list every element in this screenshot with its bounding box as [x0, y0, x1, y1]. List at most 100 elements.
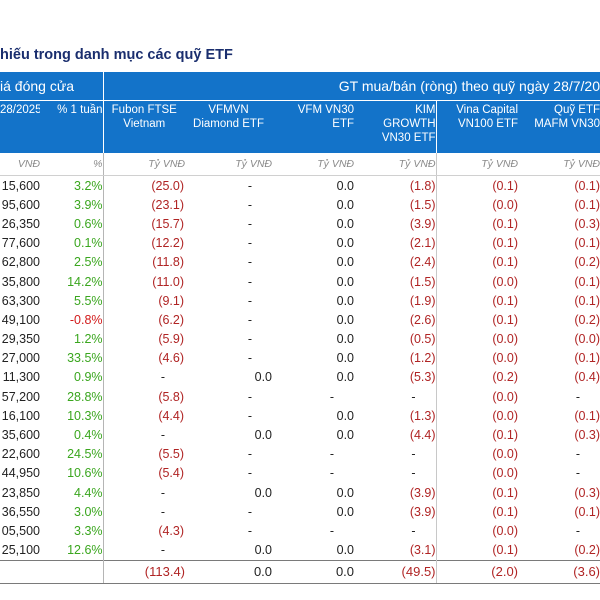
total-cell: (113.4)	[103, 559, 186, 584]
closing-price-group-label: iá đóng cửa	[0, 72, 104, 101]
table-cell: (0.1)	[492, 428, 519, 443]
table-row: 22,600 24.5% (5.5) - - - (0.0) -	[0, 444, 600, 464]
table-cell: (4.4)	[354, 425, 437, 445]
table-cell: 33.5%	[40, 348, 104, 368]
table-cell: 29,350	[1, 332, 40, 347]
table-cell: 0.0	[254, 370, 273, 385]
table-cell: 0.0	[336, 408, 355, 423]
column-header-line: Diamond ETF	[193, 118, 264, 130]
column-header-line: VFMVN	[208, 104, 249, 116]
table-cell: 0.0	[336, 543, 355, 558]
column-header: Quỹ ETF MAFM VN30	[518, 100, 600, 153]
table-row: 29,350 1.2% (5.9) - 0.0 (0.5) (0.0) (0.0)	[0, 329, 600, 349]
column-header: Vina Capital VN100 ETF	[436, 100, 519, 153]
table-cell: 11,300	[2, 370, 40, 385]
table-cell: -	[247, 332, 253, 347]
table-row: 11,300 0.9% -0.0 0.0 (5.3) (0.2) (0.4)	[0, 367, 600, 388]
table-cell: (9.1)	[158, 293, 185, 308]
table-cell: (2.1)	[354, 233, 437, 253]
table-cell: -	[575, 447, 581, 462]
unit-label: Tỷ VNĐ	[272, 153, 355, 176]
table-cell: 0.0	[336, 332, 355, 347]
table-row: 77,600 0.1% (12.2) - 0.0 (2.1) (0.1) (0.1)	[0, 233, 600, 253]
table-cell: 36,550	[1, 504, 40, 519]
column-header-line: Quỹ ETF	[554, 104, 600, 116]
table-row: 05,500 3.3% (4.3) - - - (0.0) -	[0, 521, 600, 541]
table-cell: 0.0	[254, 485, 273, 500]
table-cell: 10.3%	[40, 406, 104, 426]
table-cell: -	[247, 466, 253, 481]
table-cell: (0.1)	[492, 178, 519, 193]
table-row: 15,600 3.2% (25.0) - 0.0 (1.8) (0.1) (0.1)	[0, 175, 600, 196]
table-row: 62,800 2.5% (11.8) - 0.0 (2.4) (0.1) (0.2)	[0, 252, 600, 272]
table-cell: 14.2%	[40, 271, 104, 292]
column-header-line: GROWTH	[383, 118, 436, 130]
column-header-line: Vietnam	[123, 118, 166, 130]
table-cell: (5.9)	[158, 332, 185, 347]
table-cell: (0.1)	[574, 178, 600, 193]
table-cell: (4.3)	[158, 523, 185, 538]
table-cell: 4.4%	[40, 483, 104, 503]
table-cell: 10.6%	[40, 463, 104, 483]
table-cell: (5.8)	[158, 389, 185, 404]
table-row: 57,200 28.8% (5.8) - - - (0.0) -	[0, 387, 600, 407]
table-cell: 0.4%	[40, 425, 104, 445]
column-header-row: 28/2025 % 1 tuần Fubon FTSE Vietnam VFMVN Dia…	[0, 100, 600, 153]
table-cell: -	[247, 178, 253, 193]
total-cell: 0.0	[272, 559, 355, 584]
table-cell: (1.8)	[354, 175, 437, 196]
table-row: 26,350 0.6% (15.7) - 0.0 (3.9) (0.1) (0.3)	[0, 214, 600, 234]
column-header: 28/2025	[0, 100, 40, 153]
table-row: 16,100 10.3% (4.4) - 0.0 (1.3) (0.0) (0.1)	[0, 406, 600, 426]
table-cell: (1.5)	[354, 271, 437, 292]
table-cell: 0.0	[336, 293, 355, 308]
table-cell: (11.8)	[152, 255, 185, 270]
column-header: % 1 tuần	[40, 100, 104, 153]
column-header: KIM GROWTH VN30 ETF	[354, 100, 437, 153]
table-cell: 3.3%	[40, 521, 104, 541]
table-cell: (23.1)	[151, 197, 185, 212]
table-cell: 0.0	[336, 255, 355, 270]
table-cell: (1.2)	[354, 348, 437, 368]
table-cell: (0.1)	[492, 255, 519, 270]
column-header-line: ETF	[332, 118, 355, 130]
table-cell: (0.2)	[574, 312, 600, 327]
table-cell: -	[247, 236, 253, 251]
table-cell: 3.9%	[40, 195, 104, 215]
table-cell: (0.3)	[574, 485, 600, 500]
table-cell: 15,600	[1, 178, 40, 193]
table-cell: (0.0)	[492, 351, 519, 366]
total-cell: (2.0)	[436, 559, 519, 584]
table-row: 36,550 3.0% - - 0.0 (3.9) (0.1) (0.1)	[0, 502, 600, 522]
column-header-line: MAFM VN30	[534, 118, 600, 130]
table-row: 23,850 4.4% -0.0 0.0 (3.9) (0.1) (0.3)	[0, 483, 600, 503]
total-cell: 0.0	[185, 559, 273, 584]
table-cell: (0.0)	[492, 447, 519, 462]
table-cell: 0.0	[336, 178, 355, 193]
table-cell: 0.0	[336, 236, 355, 251]
table-row: 25,100 12.6% -0.0 0.0 (3.1) (0.1) (0.2)	[0, 540, 600, 561]
table-cell: (0.0)	[492, 408, 519, 423]
unit-label: %	[40, 153, 104, 176]
table-cell: (0.1)	[574, 408, 600, 423]
total-cell: (3.6)	[518, 559, 600, 584]
table-cell: 3.2%	[40, 175, 104, 196]
table-cell: -	[247, 351, 253, 366]
table-cell: 57,200	[1, 389, 40, 404]
table-cell: 24.5%	[40, 444, 104, 464]
table-cell: (6.2)	[158, 312, 185, 327]
table-cell: -	[329, 389, 335, 404]
table-cell: 0.1%	[40, 233, 104, 253]
table-cell: -	[247, 389, 253, 404]
table-cell: (0.0)	[492, 523, 519, 538]
table-cell: -	[247, 216, 253, 231]
table-cell: -	[329, 466, 335, 481]
table-cell: -	[575, 389, 581, 404]
total-cell	[40, 559, 104, 584]
table-cell: 77,600	[1, 236, 40, 251]
table-cell: 0.0	[336, 504, 355, 519]
totals-row: (113.4) 0.0 0.0 (49.5) (2.0) (3.6)	[0, 559, 600, 584]
table-cell: (0.1)	[574, 504, 600, 519]
table-cell: -	[247, 274, 253, 289]
table-cell: (3.9)	[354, 214, 437, 234]
